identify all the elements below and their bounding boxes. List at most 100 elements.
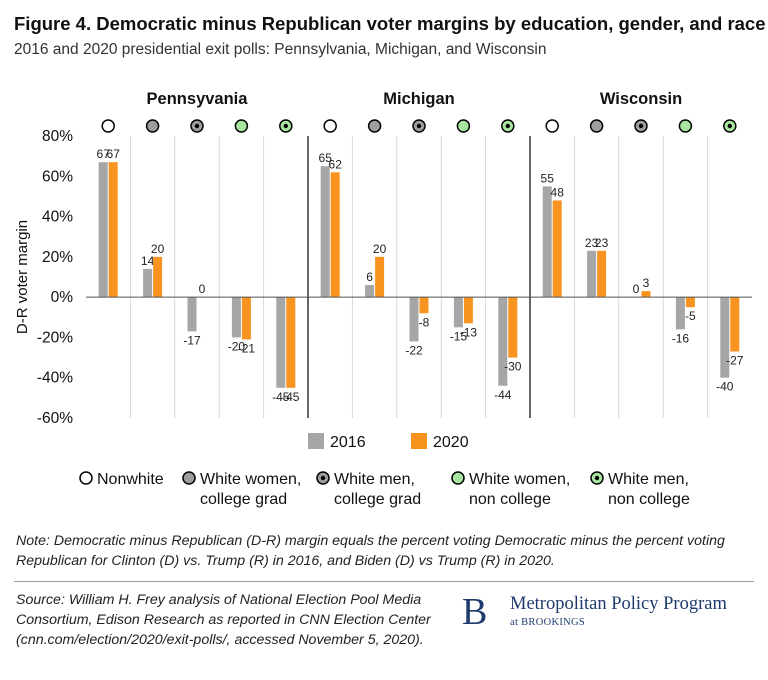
group-legend-label: White women,	[200, 471, 301, 488]
bar-2016	[720, 297, 730, 378]
group-legend-label: college grad	[200, 491, 287, 508]
legend-swatch-2020	[411, 433, 427, 449]
group-marker-dot	[416, 123, 422, 129]
brookings-logo: B Metropolitan Policy Program at BROOKIN…	[462, 592, 762, 632]
group-marker-icon	[545, 119, 559, 133]
bar-2020	[108, 162, 118, 298]
group-marker-icon	[589, 119, 604, 133]
panel-title: Michigan	[383, 90, 455, 108]
group-marker-icon	[323, 119, 337, 133]
group-legend-label: non college	[469, 491, 551, 508]
data-label: -16	[672, 331, 690, 345]
group-marker-dot	[727, 123, 732, 129]
y-tick-label: -20%	[37, 329, 73, 346]
y-tick-label: 40%	[42, 209, 73, 226]
bar-2016	[231, 297, 241, 338]
bar-2016	[98, 162, 108, 298]
bar-2020	[286, 297, 296, 388]
bar-2020	[597, 250, 607, 298]
data-label: -27	[726, 354, 744, 368]
bar-2016	[320, 166, 330, 298]
data-label: -15	[450, 329, 468, 343]
legend-marker-icon	[182, 471, 196, 485]
data-label: -22	[405, 343, 423, 357]
logo-subtitle: at BROOKINGS	[510, 617, 586, 628]
bar-2016	[542, 186, 552, 298]
legend-label: 2016	[330, 434, 366, 451]
bar-2016	[453, 297, 463, 328]
bar-2020	[508, 297, 518, 358]
bar-2016	[675, 297, 685, 330]
bar-2020	[463, 297, 473, 324]
y-tick-label: 80%	[42, 128, 73, 145]
bar-2016	[143, 268, 153, 298]
bar-2020	[419, 297, 429, 314]
data-label: 67	[97, 147, 111, 161]
group-marker-icon	[367, 119, 382, 133]
legend-marker-dot	[320, 475, 326, 481]
bar-2016	[587, 250, 597, 298]
data-label: -13	[460, 325, 478, 339]
data-label: 14	[141, 254, 155, 268]
data-label: -17	[183, 333, 201, 347]
y-axis-label: D-R voter margin	[14, 220, 31, 334]
group-legend-label: Nonwhite	[97, 471, 164, 488]
data-label: -5	[685, 309, 696, 323]
data-label: -44	[494, 388, 512, 402]
data-label: -45	[282, 390, 300, 404]
data-label: -21	[238, 341, 256, 355]
legend-swatch-2016	[308, 433, 324, 449]
panel-title: Wisconsin	[600, 90, 682, 108]
group-marker-icon	[145, 119, 160, 133]
data-label: 23	[585, 236, 599, 250]
chart-note: Note: Democratic minus Republican (D-R) …	[16, 533, 725, 569]
bar-2020	[241, 297, 251, 340]
data-label: 62	[329, 157, 343, 171]
group-legend-label: White men,	[608, 471, 689, 488]
figure-subtitle: 2016 and 2020 presidential exit polls: P…	[14, 41, 547, 58]
data-label: 48	[551, 185, 565, 199]
data-label: 0	[199, 282, 206, 296]
bar-2020	[552, 200, 562, 298]
source-text: Source: William H. Frey analysis of Nati…	[16, 592, 431, 648]
data-label: 20	[151, 242, 165, 256]
data-label: 55	[541, 171, 555, 185]
bar-2016	[187, 297, 197, 332]
bar-2016	[276, 297, 286, 388]
y-tick-label: -60%	[37, 410, 73, 427]
y-tick-label: 0%	[51, 289, 74, 306]
data-label: -20	[228, 339, 246, 353]
legend-marker-dot	[594, 475, 600, 481]
data-label: 3	[643, 276, 650, 290]
group-legend-label: White women,	[469, 471, 570, 488]
data-label: 0	[633, 282, 640, 296]
bar-2016	[409, 297, 419, 342]
bar-2016	[498, 297, 508, 386]
legend-marker-icon	[79, 471, 93, 485]
legend-label: 2020	[433, 434, 469, 451]
logo-name: Metropolitan Policy Program	[510, 594, 727, 614]
data-label: -30	[504, 360, 522, 374]
logo-letter: B	[462, 591, 488, 633]
data-label: 23	[595, 236, 609, 250]
group-legend-label: White men,	[334, 471, 415, 488]
y-tick-label: -40%	[37, 370, 73, 387]
legend-marker-icon	[451, 471, 465, 485]
group-marker-dot	[505, 123, 510, 129]
group-marker-dot	[283, 123, 288, 129]
bar-2020	[375, 256, 385, 298]
data-label: 6	[366, 270, 373, 284]
data-label: -40	[716, 380, 734, 394]
data-label: 20	[373, 242, 387, 256]
group-marker-dot	[638, 123, 644, 129]
data-label: -45	[272, 390, 290, 404]
group-marker-icon	[678, 119, 693, 133]
bar-2020	[153, 256, 163, 298]
data-label: -8	[419, 315, 430, 329]
group-marker-icon	[456, 119, 471, 133]
bar-2016	[365, 285, 375, 298]
bar-2020	[730, 297, 740, 352]
group-legend-label: non college	[608, 491, 690, 508]
bar-2020	[641, 291, 651, 298]
